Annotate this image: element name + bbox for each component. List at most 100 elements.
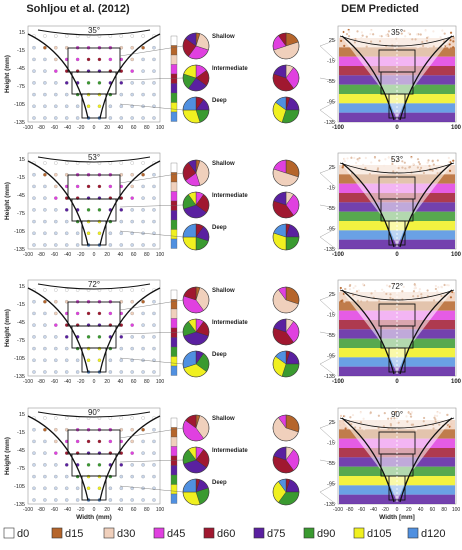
grain bbox=[43, 208, 47, 212]
angle-label-left: 90° bbox=[88, 408, 100, 417]
grain bbox=[97, 208, 102, 212]
y-tick: -135 bbox=[14, 374, 25, 380]
leader-line bbox=[319, 293, 337, 301]
grain bbox=[32, 104, 36, 108]
x-tick: 0 bbox=[93, 507, 96, 513]
grain bbox=[152, 184, 156, 189]
dem-particle bbox=[448, 43, 451, 46]
y-tick: -75 bbox=[17, 84, 25, 90]
grain bbox=[43, 439, 47, 444]
grain bbox=[108, 358, 113, 362]
y-tick: -105 bbox=[14, 356, 25, 362]
y-tick: -75 bbox=[17, 466, 25, 472]
grain bbox=[97, 104, 102, 108]
pie-outline bbox=[272, 286, 300, 314]
zone-box-deep bbox=[81, 475, 107, 501]
grain bbox=[119, 243, 123, 247]
y-tick: -45 bbox=[17, 193, 25, 199]
pie-outline bbox=[272, 191, 300, 219]
x-tick: -40 bbox=[64, 507, 71, 513]
right-plot: 25 -15 -55 -95 -135-100 0 100 bbox=[319, 152, 462, 258]
grain bbox=[75, 243, 80, 247]
grain bbox=[32, 173, 36, 177]
flow-boundary bbox=[27, 33, 161, 119]
grain bbox=[43, 196, 47, 200]
grain bbox=[32, 323, 36, 327]
grain bbox=[86, 439, 91, 444]
grain bbox=[54, 219, 58, 224]
pie-left-shallow bbox=[182, 32, 210, 60]
color-bar-cell bbox=[170, 238, 178, 249]
x-tick: 60 bbox=[430, 507, 436, 513]
grain bbox=[141, 474, 145, 479]
grain bbox=[130, 311, 134, 316]
grain bbox=[54, 69, 58, 73]
grain bbox=[32, 196, 36, 200]
color-bar-cell bbox=[170, 35, 178, 46]
grain bbox=[152, 370, 156, 374]
x-tick: -60 bbox=[51, 507, 58, 513]
surface-line bbox=[37, 283, 151, 290]
grain bbox=[130, 370, 134, 374]
legend-label-d0: d0 bbox=[17, 528, 29, 540]
grain bbox=[141, 451, 145, 455]
x-tick: -40 bbox=[64, 125, 71, 131]
grain bbox=[130, 57, 134, 62]
grain bbox=[86, 81, 91, 85]
y-tick: -135 bbox=[324, 374, 335, 380]
grain bbox=[86, 311, 91, 316]
zone-label: Intermediate bbox=[212, 193, 248, 199]
grain bbox=[119, 231, 123, 235]
x-tick: 0 bbox=[93, 252, 96, 258]
grain bbox=[141, 173, 145, 177]
y-tick: -95 bbox=[327, 482, 335, 488]
flow-boundary bbox=[27, 160, 161, 246]
grain bbox=[75, 311, 80, 316]
x-tick: 100 bbox=[451, 125, 462, 131]
pie-outline bbox=[272, 64, 300, 92]
grain bbox=[54, 231, 58, 235]
dem-surface bbox=[339, 417, 455, 429]
grain bbox=[54, 358, 58, 362]
x-tick: -100 bbox=[23, 507, 33, 513]
grain bbox=[32, 463, 36, 467]
y-tick: 15 bbox=[19, 284, 25, 290]
grain bbox=[43, 34, 47, 38]
grain bbox=[32, 486, 36, 490]
grain bbox=[119, 219, 123, 224]
angle-label-right: 72° bbox=[391, 282, 403, 291]
grain bbox=[108, 474, 113, 479]
leader-line bbox=[319, 77, 337, 82]
zone-label: Deep bbox=[212, 225, 227, 231]
grain bbox=[152, 208, 156, 212]
y-tick: -15 bbox=[327, 186, 335, 192]
grain bbox=[65, 358, 69, 362]
x-tick: 80 bbox=[144, 125, 150, 131]
angle-label-right: 35° bbox=[391, 28, 403, 37]
grain bbox=[65, 463, 69, 467]
leader-line bbox=[319, 228, 337, 238]
color-bar-cell bbox=[170, 318, 178, 329]
legend-swatch-d120 bbox=[407, 527, 419, 539]
x-tick: 0 bbox=[93, 125, 96, 131]
grain bbox=[152, 428, 156, 432]
grain bbox=[54, 498, 58, 502]
grain bbox=[130, 416, 134, 420]
grain bbox=[119, 92, 123, 97]
dem-particle bbox=[451, 290, 454, 294]
grain bbox=[43, 335, 47, 339]
zone-label: Intermediate bbox=[212, 66, 248, 72]
grain bbox=[54, 288, 58, 292]
pie-outline bbox=[272, 478, 300, 506]
pie-outline bbox=[272, 32, 300, 60]
grain bbox=[32, 300, 36, 304]
grain bbox=[108, 486, 113, 490]
flow-boundary bbox=[27, 287, 161, 373]
dem-particle bbox=[342, 422, 346, 426]
zone-label: Shallow bbox=[212, 161, 235, 167]
leader-line bbox=[119, 331, 184, 335]
grain bbox=[141, 323, 145, 327]
y-tick: -45 bbox=[17, 66, 25, 72]
grain bbox=[152, 346, 156, 351]
grain bbox=[141, 428, 145, 432]
